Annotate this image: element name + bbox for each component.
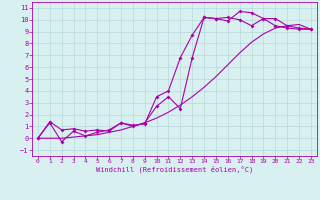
X-axis label: Windchill (Refroidissement éolien,°C): Windchill (Refroidissement éolien,°C) bbox=[96, 166, 253, 173]
